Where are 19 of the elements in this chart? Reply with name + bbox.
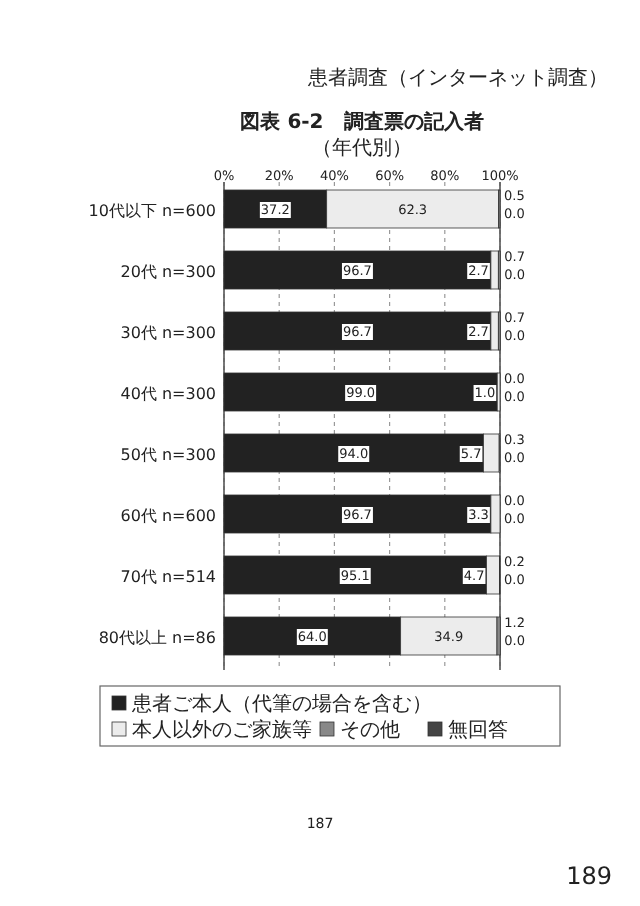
y-tick-label: 10代以下 n=600 — [88, 202, 216, 220]
y-tick-label: 60代 n=600 — [120, 507, 216, 525]
text: 患者調査（インターネット調査） — [306, 66, 608, 90]
y-tick-label: 80代以上 n=86 — [98, 629, 216, 647]
y-tick-label: 30代 n=300 — [120, 324, 216, 342]
legend-label: 患者ご本人（代筆の場合を含む） — [130, 692, 432, 716]
legend-label: 無回答 — [448, 718, 508, 742]
legend-label: その他 — [340, 718, 400, 742]
bar — [223, 311, 492, 351]
text: 189 — [566, 862, 612, 890]
chart-subtitle: （年代別） — [312, 136, 412, 160]
bar — [223, 250, 492, 290]
y-tick-label: 40代 n=300 — [120, 385, 216, 403]
bar — [223, 372, 498, 412]
legend-label: 本人以外のご家族等 — [132, 718, 312, 742]
y-tick-label: 20代 n=300 — [120, 263, 216, 281]
chart-title: 図表 6-2 調査票の記入者 — [240, 110, 484, 134]
y-tick-label: 50代 n=300 — [120, 446, 216, 464]
y-tick-label: 70代 n=514 — [120, 568, 216, 586]
